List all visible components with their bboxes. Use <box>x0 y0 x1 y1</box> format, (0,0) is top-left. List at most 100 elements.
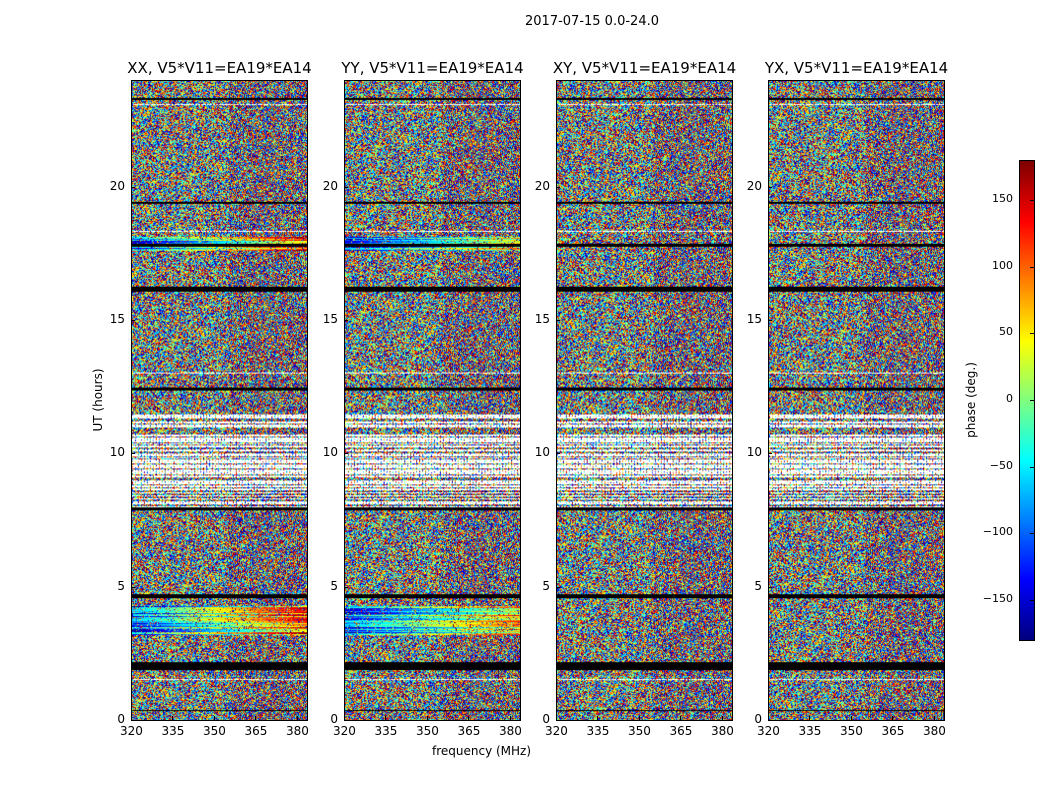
y-tick-label: 20 <box>534 178 550 193</box>
x-tick <box>721 716 723 720</box>
x-tick-label: 335 <box>798 724 822 738</box>
colorbar-tick-label: −100 <box>982 525 1013 539</box>
y-tick <box>131 186 135 188</box>
y-tick-label: 0 <box>754 712 762 726</box>
y-tick-label: 15 <box>746 312 762 326</box>
x-tick <box>213 716 215 720</box>
y-tick-label: 15 <box>534 312 550 326</box>
y-tick-label: 20 <box>746 178 762 193</box>
x-tick <box>426 716 428 720</box>
x-tick-label: 365 <box>881 724 905 738</box>
x-tick-label: 335 <box>161 724 185 738</box>
x-tick <box>556 716 557 720</box>
x-tick-label: 350 <box>627 724 651 738</box>
x-tick-label: 380 <box>285 724 309 738</box>
colorbar-tick <box>1030 333 1035 335</box>
x-tick-label: 320 <box>333 724 356 738</box>
figure-title: 2017-07-15 0.0-24.0 <box>525 14 659 29</box>
x-tick <box>597 716 599 720</box>
panel-title: XY, V5*V11=EA19*EA14 <box>552 59 737 77</box>
y-tick <box>344 453 348 455</box>
panel-title: XX, V5*V11=EA19*EA14 <box>127 59 312 77</box>
y-tick <box>556 320 560 321</box>
colorbar-tick-label: 100 <box>992 258 1013 272</box>
colorbar-tick <box>1030 200 1035 201</box>
y-tick-label: 0 <box>542 712 550 726</box>
x-tick <box>509 716 511 720</box>
x-tick <box>385 716 387 720</box>
colorbar-tick-label: −150 <box>982 592 1013 605</box>
y-tick-label: 10 <box>534 445 550 460</box>
y-tick <box>768 320 772 321</box>
y-tick-label: 15 <box>322 312 338 326</box>
x-tick-label: 320 <box>757 724 780 738</box>
colorbar-tick <box>1030 533 1035 535</box>
x-tick <box>809 716 811 720</box>
colorbar-tick-label: −50 <box>989 458 1013 472</box>
x-tick <box>468 716 470 720</box>
x-tick <box>933 716 935 720</box>
x-tick-label: 335 <box>374 724 398 738</box>
y-tick <box>556 186 560 188</box>
x-tick-label: 350 <box>415 724 439 738</box>
y-tick-label: 5 <box>330 578 338 593</box>
x-axis-label: frequency (MHz) <box>432 744 532 758</box>
x-tick <box>638 716 640 720</box>
y-tick-label: 5 <box>542 578 550 593</box>
x-tick-label: 380 <box>498 724 522 738</box>
y-tick <box>768 186 772 188</box>
colorbar-tick-label: 150 <box>992 192 1013 205</box>
x-tick-label: 365 <box>244 724 268 738</box>
y-tick-label: 15 <box>109 312 125 326</box>
panel-title: YY, V5*V11=EA19*EA14 <box>341 59 524 77</box>
y-tick <box>768 720 772 721</box>
y-tick <box>344 586 348 588</box>
y-tick <box>131 453 135 455</box>
x-tick-label: 320 <box>120 724 143 738</box>
y-tick <box>556 586 560 588</box>
colorbar-tick-label: 0 <box>1006 392 1013 405</box>
colorbar-tick <box>1030 266 1035 268</box>
heatmap-cells <box>769 81 944 720</box>
heatmap-panel-2 <box>344 80 521 721</box>
y-tick <box>344 320 348 321</box>
x-tick <box>680 716 682 720</box>
y-tick-label: 10 <box>322 445 338 460</box>
heatmap-cells <box>132 81 307 720</box>
heatmap-panel-4 <box>768 80 945 721</box>
y-tick-label: 5 <box>754 578 762 593</box>
y-tick-label: 20 <box>109 178 125 193</box>
y-tick-label: 10 <box>746 445 762 460</box>
x-tick-label: 365 <box>457 724 481 738</box>
y-tick-label: 0 <box>117 712 125 726</box>
x-tick-label: 335 <box>586 724 610 738</box>
x-tick-label: 320 <box>545 724 568 738</box>
y-tick-label: 10 <box>109 445 125 460</box>
x-tick-label: 380 <box>922 724 946 738</box>
heatmap-cells <box>557 81 732 720</box>
colorbar-tick <box>1030 400 1035 401</box>
y-tick-label: 0 <box>330 712 338 726</box>
heatmap-panel-3 <box>556 80 733 721</box>
x-tick <box>850 716 852 720</box>
y-tick <box>556 720 560 721</box>
y-tick <box>768 586 772 588</box>
heatmap-panel-1 <box>131 80 308 721</box>
x-tick-label: 350 <box>202 724 226 738</box>
x-tick <box>255 716 257 720</box>
colorbar-tick <box>1030 466 1035 468</box>
panel-title: YX, V5*V11=EA19*EA14 <box>764 59 949 77</box>
y-tick <box>131 320 135 321</box>
y-tick <box>131 586 135 588</box>
x-tick-label: 365 <box>669 724 693 738</box>
y-tick <box>344 186 348 188</box>
x-tick <box>892 716 894 720</box>
x-tick-label: 350 <box>839 724 863 738</box>
x-tick <box>296 716 298 720</box>
y-tick-label: 5 <box>117 578 125 593</box>
y-tick <box>344 720 348 721</box>
y-tick-label: 20 <box>322 178 338 193</box>
x-tick <box>344 716 345 720</box>
y-tick <box>768 453 772 455</box>
